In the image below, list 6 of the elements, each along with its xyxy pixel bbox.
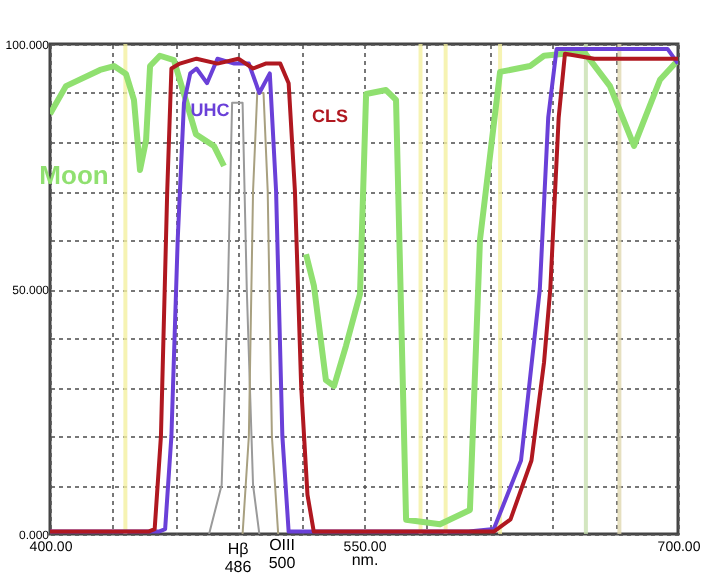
text: OIII 500 [268,536,297,572]
series-label: UHC [190,100,231,120]
x-axis-title: nm. [351,551,379,569]
line-series [241,92,280,534]
text: Hβ 486 [224,540,253,576]
series-label: CLS [312,106,348,126]
